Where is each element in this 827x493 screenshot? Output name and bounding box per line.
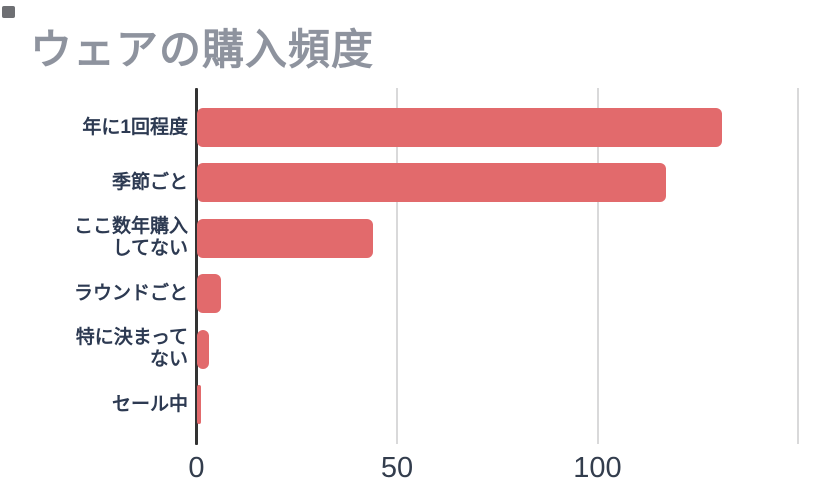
category-label-line: してない <box>112 238 188 260</box>
bar-ここ数年購入してない <box>197 218 374 258</box>
category-label-ラウンドごと: ラウンドごと <box>8 271 188 317</box>
y-axis-line <box>195 88 198 445</box>
category-label-line: セール中 <box>111 393 188 415</box>
x-tick-label-0: 0 <box>188 452 205 484</box>
bar-年に1回程度 <box>197 108 723 147</box>
category-label-line: 季節ごと <box>111 171 188 193</box>
bar-セール中 <box>197 385 201 424</box>
category-label-季節ごと: 季節ごと <box>8 160 188 206</box>
gridline-x-50 <box>396 88 398 444</box>
category-label-年に1回程度: 年に1回程度 <box>8 105 188 151</box>
cropped-ui-fragment <box>2 6 15 18</box>
category-label-line: 年に1回程度 <box>82 116 188 138</box>
x-tick-label-50: 50 <box>380 452 414 484</box>
x-tick-label-100: 100 <box>573 452 622 484</box>
category-label-ここ数年購入してない: ここ数年購入 してない <box>8 215 188 261</box>
bar-ラウンドごと <box>197 274 222 314</box>
category-label-セール中: セール中 <box>8 382 188 428</box>
gridline-x-100 <box>596 88 599 444</box>
bar-特に決まってない <box>197 329 210 369</box>
bar-季節ごと <box>197 163 667 203</box>
chart-title: ウェアの購入頻度 <box>30 26 375 73</box>
category-label-line: ここ数年購入 <box>73 216 188 238</box>
gridline-x-150 <box>797 88 799 444</box>
category-label-line: ない <box>149 349 188 371</box>
category-label-line: 特に決まって <box>75 327 188 349</box>
category-label-特に決まってない: 特に決まって ない <box>8 326 188 372</box>
category-label-line: ラウンドごと <box>73 282 188 304</box>
